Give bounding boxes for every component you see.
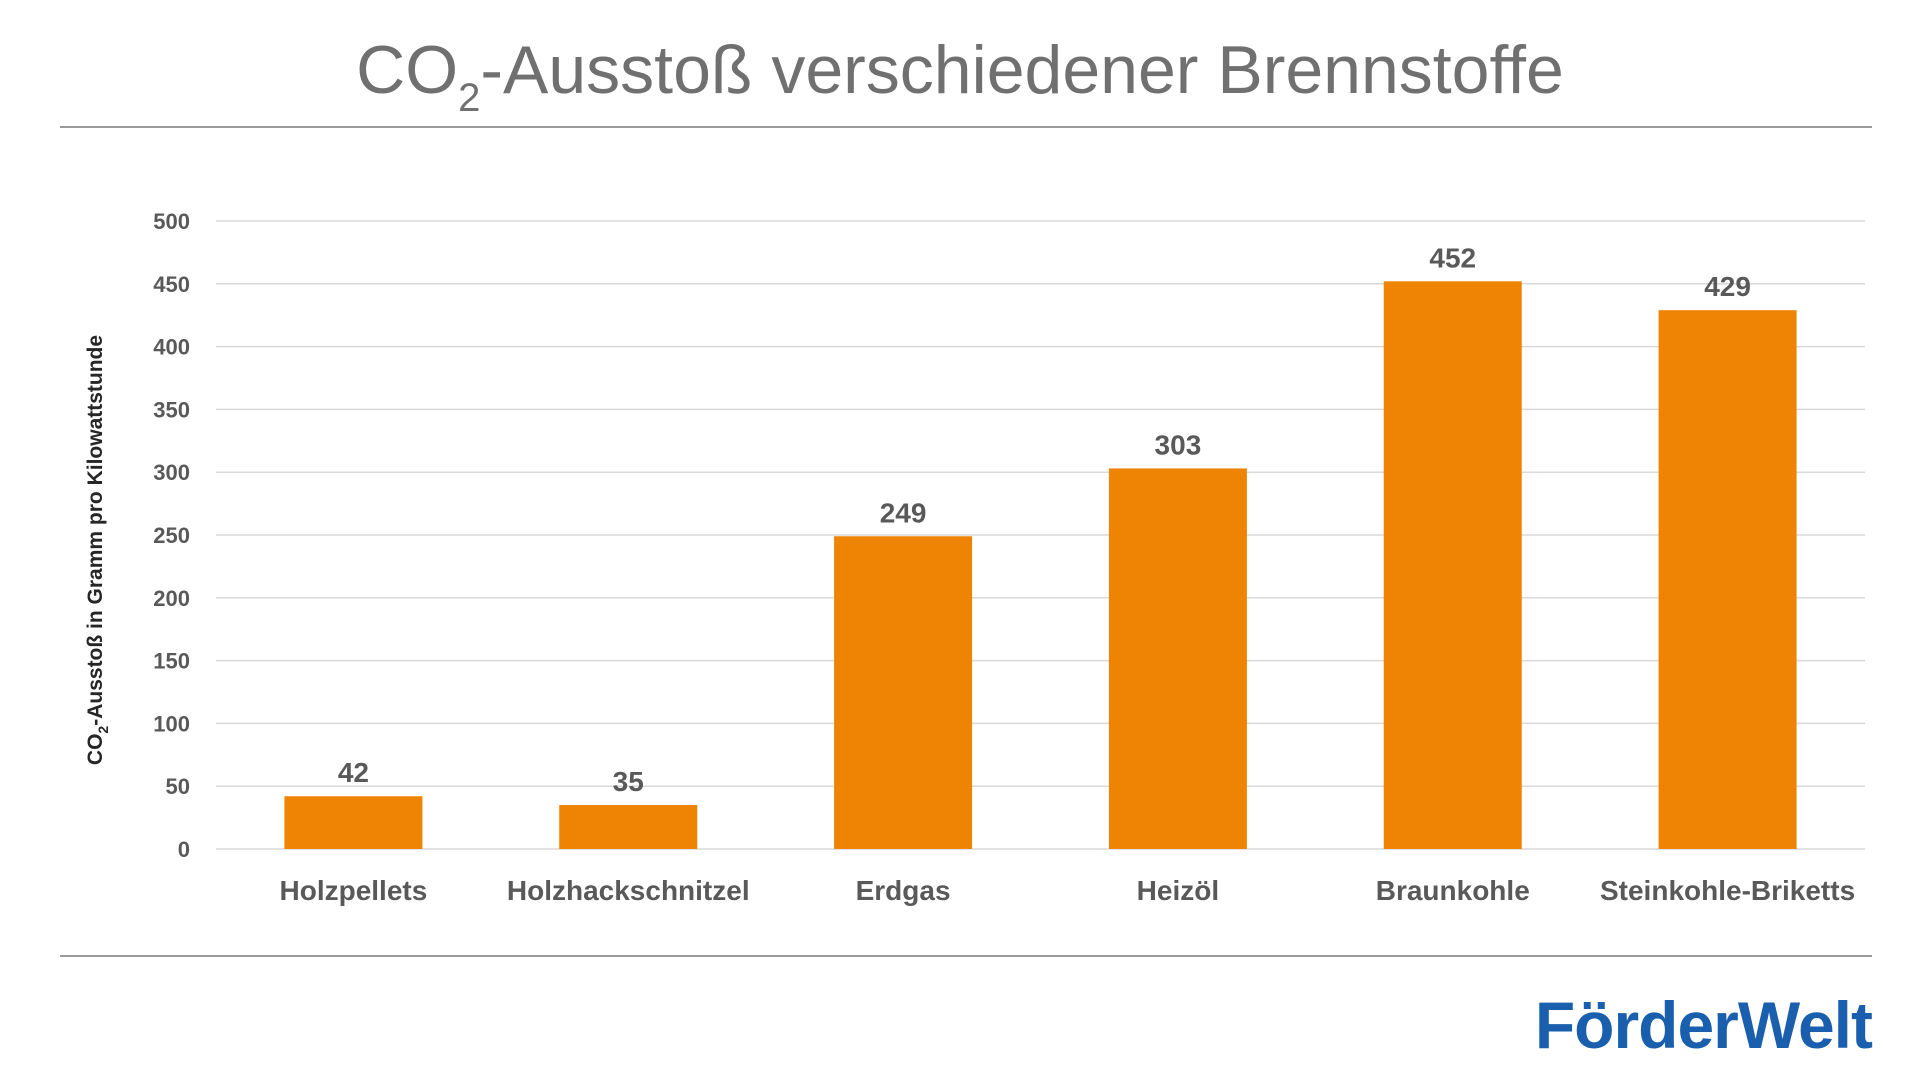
x-category-label: Steinkohle-Briketts bbox=[1600, 875, 1855, 906]
bar bbox=[1658, 310, 1797, 849]
y-tick-label: 500 bbox=[153, 209, 190, 234]
x-category-label: Erdgas bbox=[856, 875, 951, 906]
bar bbox=[284, 796, 423, 849]
bar-value-label: 249 bbox=[880, 497, 927, 528]
brand-logo: FörderWelt bbox=[1534, 988, 1873, 1062]
y-axis-ticks: 0 50 100 150 200 250 300 350 400 450 500 bbox=[153, 209, 190, 862]
y-tick-label: 300 bbox=[153, 460, 190, 485]
x-axis-categories: Holzpellets Holzhackschnitzel Erdgas Heizöl… bbox=[280, 875, 1856, 906]
gridlines bbox=[216, 220, 1865, 850]
y-tick-label: 150 bbox=[153, 649, 190, 674]
bar bbox=[1383, 281, 1522, 850]
y-tick-label: 50 bbox=[166, 774, 190, 799]
bar bbox=[834, 536, 973, 849]
y-tick-label: 450 bbox=[153, 272, 190, 297]
x-category-label: Holzpellets bbox=[280, 875, 428, 906]
y-tick-label: 0 bbox=[178, 837, 190, 862]
top-divider bbox=[60, 126, 1872, 128]
bar-value-label: 35 bbox=[613, 766, 644, 797]
x-category-label: Holzhackschnitzel bbox=[507, 875, 750, 906]
y-axis-label: CO2-Ausstoß in Gramm pro Kilowattstunde bbox=[84, 335, 111, 765]
bar-value-label: 429 bbox=[1704, 271, 1751, 302]
y-tick-label: 350 bbox=[153, 397, 190, 422]
bar-value-label: 42 bbox=[338, 757, 369, 788]
bar-value-label: 452 bbox=[1429, 242, 1476, 273]
bottom-divider bbox=[60, 955, 1872, 957]
chart-title: CO2-Ausstoß verschiedener Brennstoffe bbox=[356, 32, 1564, 120]
y-tick-label: 400 bbox=[153, 335, 190, 360]
bar bbox=[559, 805, 698, 849]
y-tick-label: 100 bbox=[153, 711, 190, 736]
bars bbox=[284, 281, 1797, 850]
y-tick-label: 200 bbox=[153, 586, 190, 611]
y-tick-label: 250 bbox=[153, 523, 190, 548]
x-category-label: Heizöl bbox=[1137, 875, 1219, 906]
bar bbox=[1108, 468, 1247, 849]
data-labels: 42 35 249 303 452 429 bbox=[338, 242, 1751, 797]
bar-value-label: 303 bbox=[1155, 429, 1202, 460]
x-category-label: Braunkohle bbox=[1376, 875, 1530, 906]
